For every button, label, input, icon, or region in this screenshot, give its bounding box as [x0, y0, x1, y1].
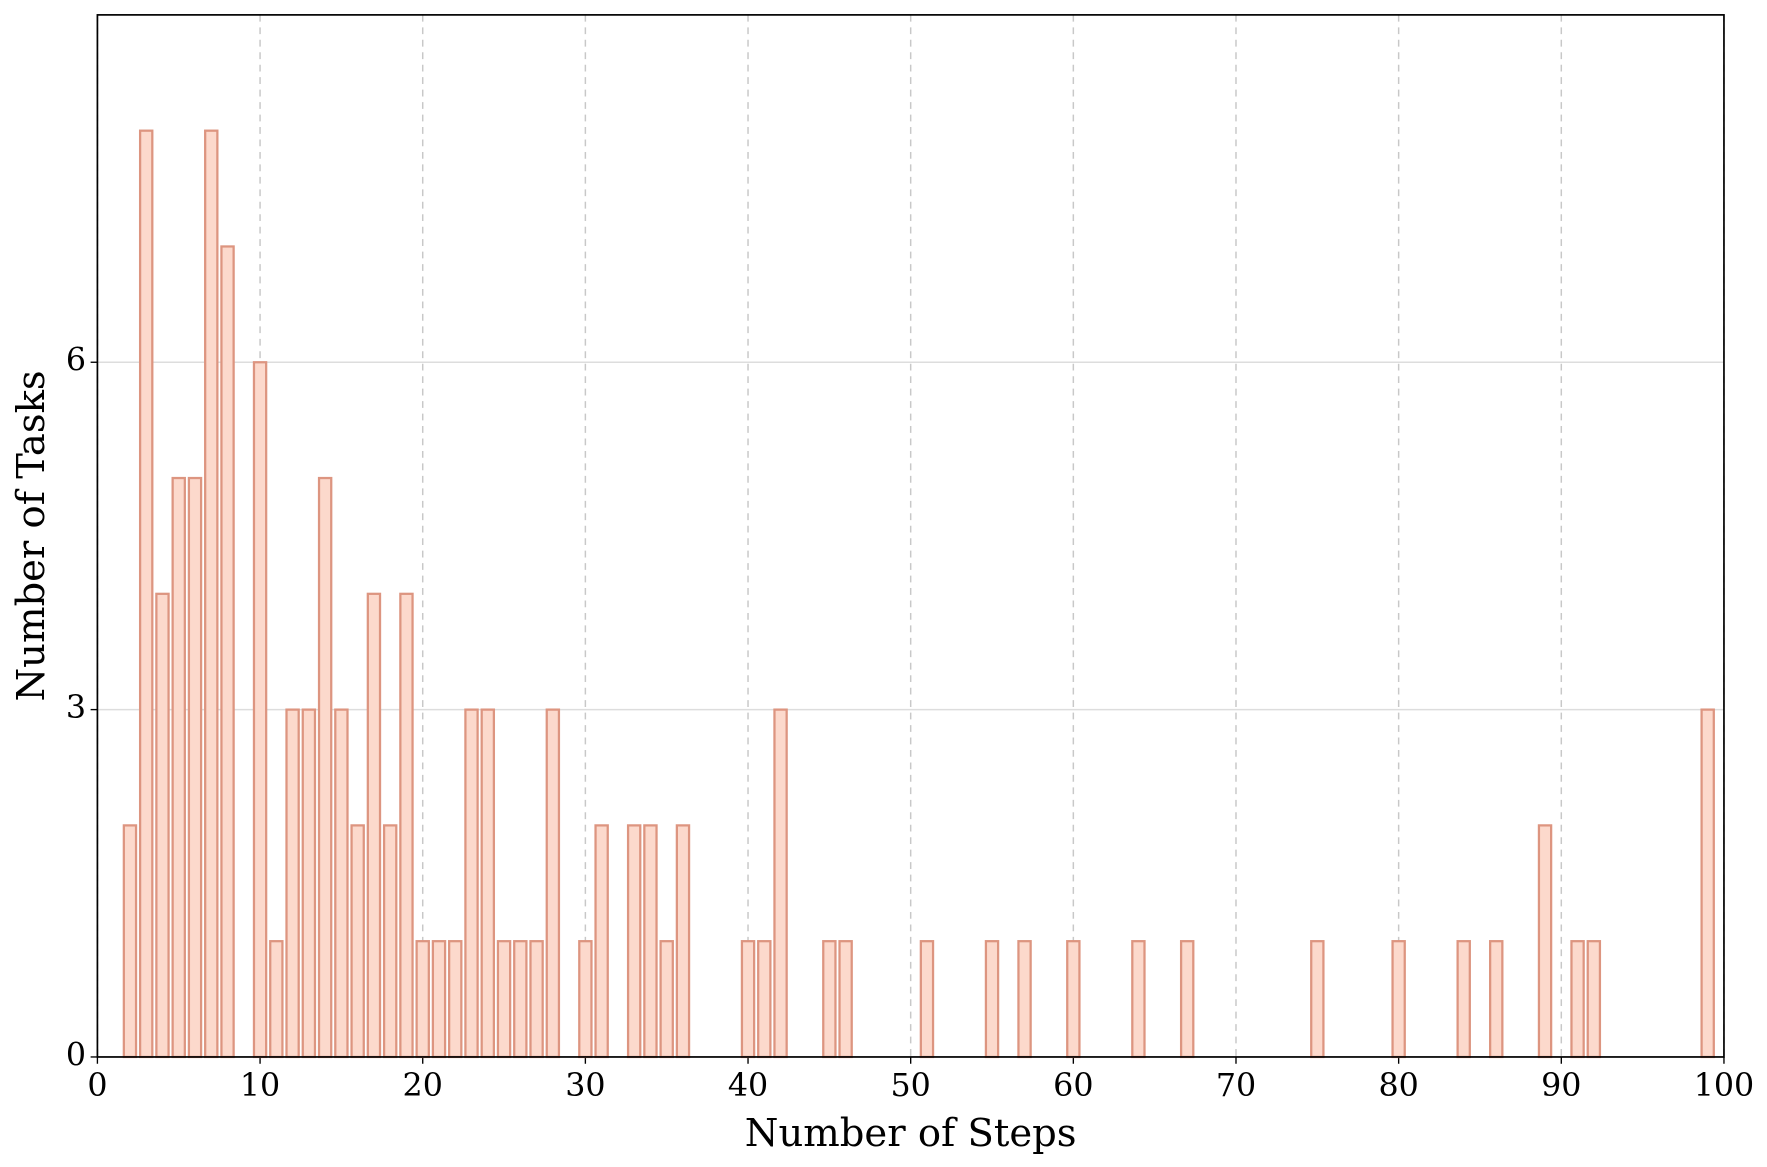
bar	[171, 476, 186, 1059]
bar	[382, 824, 398, 1059]
bar	[626, 824, 642, 1059]
bar	[138, 129, 154, 1059]
y-tick-label: 3	[66, 690, 86, 726]
bar	[204, 129, 219, 1059]
bar	[578, 940, 593, 1059]
bar	[1131, 940, 1146, 1059]
bar	[350, 824, 365, 1059]
x-tick-label: 40	[728, 1068, 768, 1104]
bar	[366, 592, 382, 1059]
bar	[431, 940, 447, 1059]
bar	[1570, 940, 1585, 1059]
bar	[838, 940, 853, 1059]
bar	[675, 824, 691, 1059]
bar	[448, 940, 463, 1059]
bar	[545, 708, 561, 1059]
bar	[643, 824, 658, 1059]
bar	[285, 708, 300, 1059]
bar	[480, 708, 496, 1059]
bar	[301, 708, 317, 1059]
bar	[464, 708, 479, 1059]
bar	[1017, 940, 1032, 1059]
x-tick-label: 0	[87, 1068, 107, 1104]
plot-frame	[96, 14, 1725, 1058]
bar	[317, 476, 333, 1059]
bar	[496, 940, 512, 1059]
bar	[822, 940, 837, 1059]
x-tick-label: 70	[1216, 1068, 1256, 1104]
bar	[740, 940, 756, 1059]
y-tick-label: 6	[66, 343, 86, 379]
bar	[529, 940, 544, 1059]
bar	[1586, 940, 1602, 1059]
y-axis-label: Number of Tasks	[9, 370, 54, 701]
bar	[187, 476, 203, 1059]
x-tick-label: 90	[1541, 1068, 1581, 1104]
bar	[773, 708, 788, 1059]
bar	[1537, 824, 1553, 1059]
x-tick-label: 100	[1694, 1068, 1755, 1104]
y-tick-label: 0	[66, 1037, 86, 1073]
bar	[1700, 708, 1715, 1059]
bar	[155, 592, 170, 1059]
bar	[334, 708, 349, 1059]
x-tick-label: 60	[1053, 1068, 1093, 1104]
bar	[220, 245, 235, 1059]
bar	[513, 940, 528, 1059]
bar	[399, 592, 414, 1059]
x-tick-label: 20	[403, 1068, 443, 1104]
bar	[757, 940, 772, 1059]
bar	[984, 940, 1000, 1059]
x-tick-label: 50	[891, 1068, 931, 1104]
bar	[1456, 940, 1471, 1059]
bar	[1066, 940, 1081, 1059]
x-tick-label: 80	[1378, 1068, 1418, 1104]
bar	[919, 940, 935, 1059]
bar	[1489, 940, 1504, 1059]
bar	[1391, 940, 1406, 1059]
bar	[415, 940, 430, 1059]
bar	[659, 940, 674, 1059]
bar	[1310, 940, 1325, 1059]
x-tick-label: 10	[240, 1068, 280, 1104]
x-axis-label: Number of Steps	[745, 1111, 1077, 1156]
bar	[1179, 940, 1195, 1059]
bar	[252, 361, 268, 1059]
x-tick-label: 30	[565, 1068, 605, 1104]
bar	[122, 824, 138, 1059]
bar	[594, 824, 609, 1059]
bar	[269, 940, 284, 1059]
